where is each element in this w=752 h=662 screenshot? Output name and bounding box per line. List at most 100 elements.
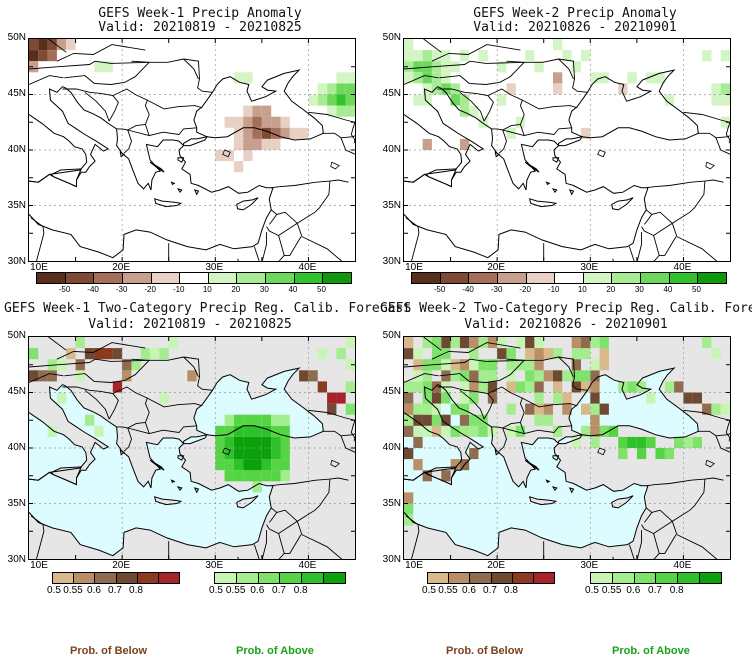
- prob-tick: 0.7: [272, 585, 286, 596]
- prob-tick: 0.8: [129, 585, 143, 596]
- colorbar-tick: -20: [144, 285, 156, 294]
- colorbar-swatch: [612, 273, 642, 283]
- colorbar-swatch: [95, 573, 117, 583]
- colorbar-swatch: [158, 573, 180, 583]
- week1-probability-map: [28, 336, 356, 560]
- colorbar-tick: 40: [288, 285, 298, 294]
- prob-tick: 0.8: [669, 585, 684, 596]
- panel1-valid: Valid: 20210819 - 20210825: [98, 20, 302, 35]
- colorbar-tick: 10: [577, 285, 587, 294]
- above-colorbar-week2: [590, 572, 722, 584]
- colorbar-swatch: [258, 573, 281, 583]
- lon-label: 10E: [405, 262, 423, 273]
- lon-label: 30E: [580, 560, 599, 571]
- panel2-valid: Valid: 20210826 - 20210901: [473, 20, 677, 35]
- colorbar-swatch: [656, 573, 679, 583]
- lon-label: 40E: [298, 560, 317, 571]
- colorbar-tick: -30: [115, 285, 128, 294]
- colorbar-swatch: [302, 573, 325, 583]
- lat-label: 40N: [382, 442, 401, 453]
- colorbar-swatch: [94, 273, 123, 283]
- colorbar-tick: -50: [58, 285, 71, 294]
- lat-label: 40N: [7, 442, 26, 453]
- colorbar-swatch: [237, 273, 267, 283]
- panel3-valid: Valid: 20210819 - 20210825: [88, 317, 292, 332]
- below-colorbar-week2: [427, 572, 555, 584]
- prob-below-label-week2: Prob. of Below: [446, 645, 523, 657]
- colorbar-swatch: [74, 573, 96, 583]
- colorbar-swatch: [428, 573, 450, 583]
- colorbar-swatch: [122, 273, 152, 283]
- colorbar-swatch: [137, 573, 159, 583]
- colorbar-swatch: [641, 273, 670, 283]
- prob-tick: 0.6: [87, 585, 101, 596]
- below-colorbar-week1: [52, 572, 180, 584]
- lat-label: 30N: [7, 256, 26, 267]
- colorbar-swatch: [116, 573, 138, 583]
- prob-tick: 0.6: [250, 585, 265, 596]
- colorbar-swatch: [180, 273, 209, 283]
- colorbar-swatch: [526, 273, 556, 283]
- colorbar-tick: -40: [462, 285, 474, 294]
- colorbar-swatch: [469, 273, 498, 283]
- lat-label: 30N: [7, 554, 26, 565]
- colorbar-swatch: [215, 573, 237, 583]
- lon-label: 30E: [205, 560, 224, 571]
- lat-label: 45N: [7, 386, 26, 397]
- prob-tick: 0.7: [483, 585, 497, 596]
- colorbar-swatch: [37, 273, 66, 283]
- week1-anomaly-map: [28, 38, 356, 262]
- panel2-title: GEFS Week-2 Precip Anomaly: [473, 6, 677, 21]
- colorbar-swatch: [634, 573, 657, 583]
- colorbar-tick: -20: [519, 285, 531, 294]
- lon-label: 20E: [112, 262, 131, 273]
- prob-tick: 0.5: [47, 585, 61, 596]
- lon-label: 10E: [405, 560, 423, 571]
- colorbar-swatch: [324, 573, 345, 583]
- lat-label: 40N: [382, 144, 401, 155]
- prob-above-label-week1: Prob. of Above: [236, 645, 314, 657]
- colorbar-swatch: [266, 273, 295, 283]
- colorbar-tick: 30: [634, 285, 644, 294]
- colorbar-tick: 40: [663, 285, 673, 294]
- colorbar-tick: -50: [433, 285, 446, 294]
- colorbar-tick: 50: [692, 285, 701, 294]
- prob-tick: 0.8: [504, 585, 518, 596]
- prob-tick: 0.5: [422, 585, 436, 596]
- colorbar-swatch: [700, 573, 721, 583]
- prob-tick: 0.5: [585, 585, 599, 596]
- colorbar-swatch: [678, 573, 701, 583]
- lon-label: 20E: [487, 262, 506, 273]
- colorbar-swatch: [512, 573, 534, 583]
- colorbar-swatch: [53, 573, 75, 583]
- lon-label: 30E: [205, 262, 224, 273]
- lat-label: 50N: [382, 330, 401, 341]
- colorbar-swatch: [412, 273, 441, 283]
- panel4-title: GEFS Week-2 Two-Category Precip Reg. Cal…: [380, 301, 752, 316]
- colorbar-swatch: [294, 273, 324, 283]
- panel4-valid: Valid: 20210826 - 20210901: [464, 317, 668, 332]
- lat-label: 35N: [382, 498, 401, 509]
- colorbar-swatch: [440, 273, 470, 283]
- colorbar-swatch: [533, 573, 555, 583]
- colorbar-tick: 20: [231, 285, 241, 294]
- lon-label: 10E: [30, 262, 48, 273]
- colorbar-swatch: [280, 573, 303, 583]
- panel3-title: GEFS Week-1 Two-Category Precip Reg. Cal…: [4, 301, 411, 316]
- lat-label: 45N: [382, 88, 401, 99]
- prob-tick: 0.6: [462, 585, 476, 596]
- prob-tick: 0.55: [63, 585, 83, 596]
- prob-tick: 0.5: [209, 585, 223, 596]
- colorbar-swatch: [470, 573, 492, 583]
- colorbar-swatch: [208, 273, 238, 283]
- prob-tick: 0.6: [626, 585, 641, 596]
- colorbar-tick: 20: [606, 285, 616, 294]
- lat-label: 30N: [382, 256, 401, 267]
- lon-label: 20E: [112, 560, 131, 571]
- lat-label: 35N: [382, 200, 401, 211]
- colorbar-swatch: [491, 573, 513, 583]
- colorbar-tick: -30: [490, 285, 503, 294]
- prob-tick: 0.8: [293, 585, 308, 596]
- colorbar-tick: -10: [172, 285, 185, 294]
- anomaly-colorbar-week2: [411, 272, 727, 284]
